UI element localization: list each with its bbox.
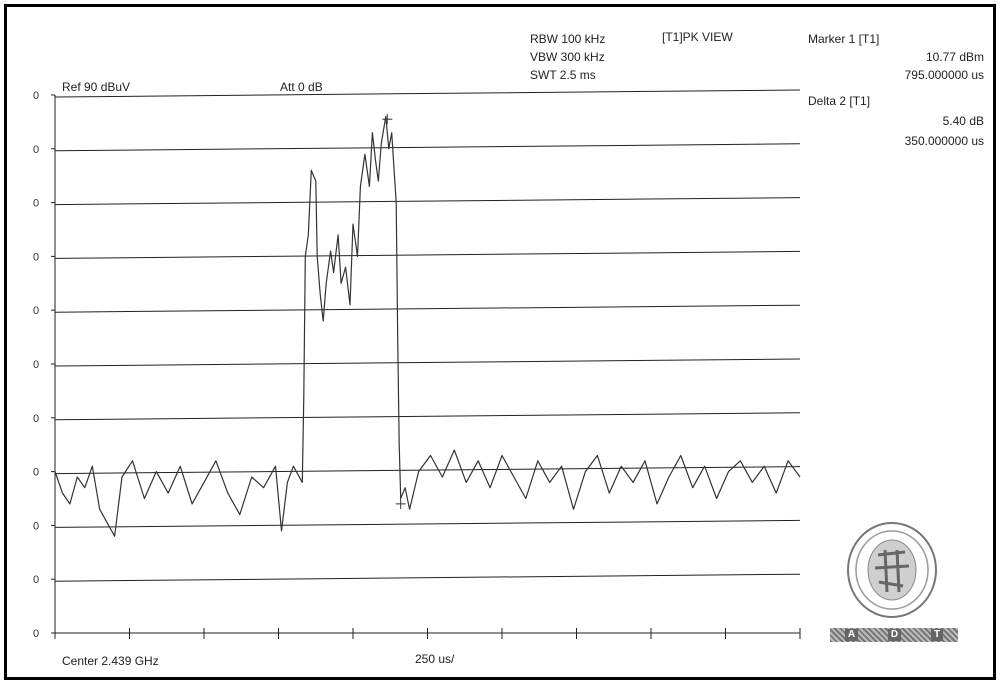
center-frequency-label: Center 2.439 GHz: [62, 654, 159, 668]
adt-letter-t: T: [930, 629, 944, 641]
trace-mode-label: [T1]PK VIEW: [662, 30, 733, 44]
gridline: [54, 466, 801, 475]
gridline: [54, 143, 801, 152]
trace-line: [54, 115, 801, 537]
gridline: [54, 89, 801, 98]
gridline: [54, 412, 801, 421]
gridline: [54, 304, 801, 313]
delta2-level: 5.40 dB: [942, 114, 984, 128]
marker1-level: 10.77 dBm: [925, 50, 984, 64]
gridline: [54, 250, 801, 259]
vbw-label: VBW 300 kHz: [530, 50, 605, 64]
span-per-division-label: 250 us/: [415, 652, 455, 666]
swt-label: SWT 2.5 ms: [530, 68, 596, 82]
analyzer-frame: [4, 4, 996, 680]
adt-seal-logo: [847, 522, 937, 618]
y-tick-label: 0: [33, 413, 39, 425]
adt-letter-d: D: [887, 629, 902, 641]
gridline: [54, 573, 801, 582]
y-tick-label: 0: [33, 520, 39, 532]
rbw-label: RBW 100 kHz: [530, 32, 606, 46]
adt-logo-bar: A D T: [830, 628, 958, 642]
y-tick-label: 0: [33, 251, 39, 263]
adt-letter-a: A: [844, 629, 859, 641]
y-tick-label: 0: [33, 467, 39, 479]
y-tick-label: 0: [33, 144, 39, 156]
gridline: [54, 519, 801, 528]
gridline: [54, 197, 801, 206]
y-tick-label: 0: [33, 628, 39, 640]
y-tick-label: 0: [33, 198, 39, 210]
ref-level-label: Ref 90 dBuV: [62, 80, 131, 94]
gridline: [54, 358, 801, 367]
attenuation-label: Att 0 dB: [280, 80, 323, 94]
delta2-label: Delta 2 [T1]: [808, 94, 871, 108]
y-tick-label: 0: [33, 359, 39, 371]
delta2-time: 350.000000 us: [904, 134, 984, 148]
y-tick-label: 0: [33, 90, 39, 102]
y-tick-label: 0: [33, 305, 39, 317]
y-tick-label: 0: [33, 574, 39, 586]
marker1-label: Marker 1 [T1]: [808, 32, 880, 46]
marker1-time: 795.000000 us: [904, 68, 984, 82]
